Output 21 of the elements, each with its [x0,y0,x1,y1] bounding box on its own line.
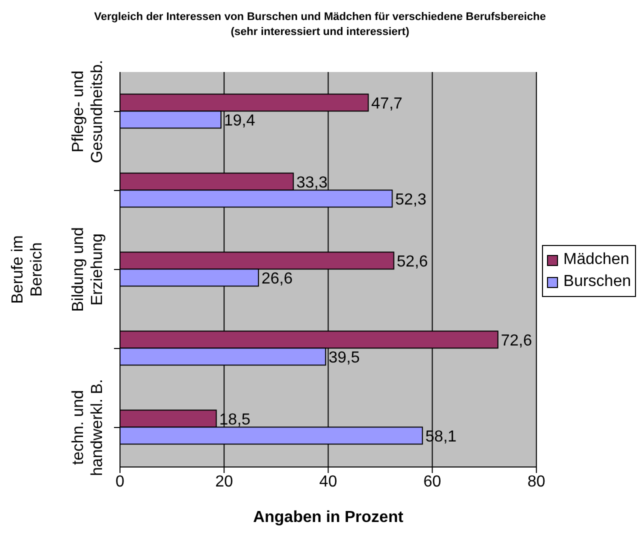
legend-label: Burschen [563,272,631,292]
x-tick-label: 60 [423,473,442,490]
x-axis-title: Angaben in Prozent [253,509,404,526]
x-tick-label: 20 [215,473,234,490]
y-tick-label: techn. und handwerkl. B. [70,379,106,476]
y-axis-title: Berufe im Bereich [10,235,46,304]
chart-title: Vergleich der Interessen von Burschen und Mädchen für verschiedene Berufsbereiche (sehr interessiert und interessiert) [93,10,547,40]
data-label: 26,6 [261,270,293,288]
y-tick-label: Pflege- und Gesundheitsb. [70,60,106,164]
data-label: 47,7 [371,96,403,113]
legend-label: Mädchen [563,250,630,270]
data-label: 19,4 [224,112,256,130]
data-label: 39,5 [328,350,360,367]
x-tick-label: 40 [319,473,338,490]
x-tick-label: 0 [116,473,125,490]
data-label: 52,6 [396,254,428,271]
data-label: 72,6 [500,332,532,350]
x-tick-label: 80 [528,473,546,490]
data-label: 52,3 [395,192,426,209]
y-tick-label: Bildung und Erziehung [70,227,106,312]
data-label: 33,3 [296,174,328,192]
